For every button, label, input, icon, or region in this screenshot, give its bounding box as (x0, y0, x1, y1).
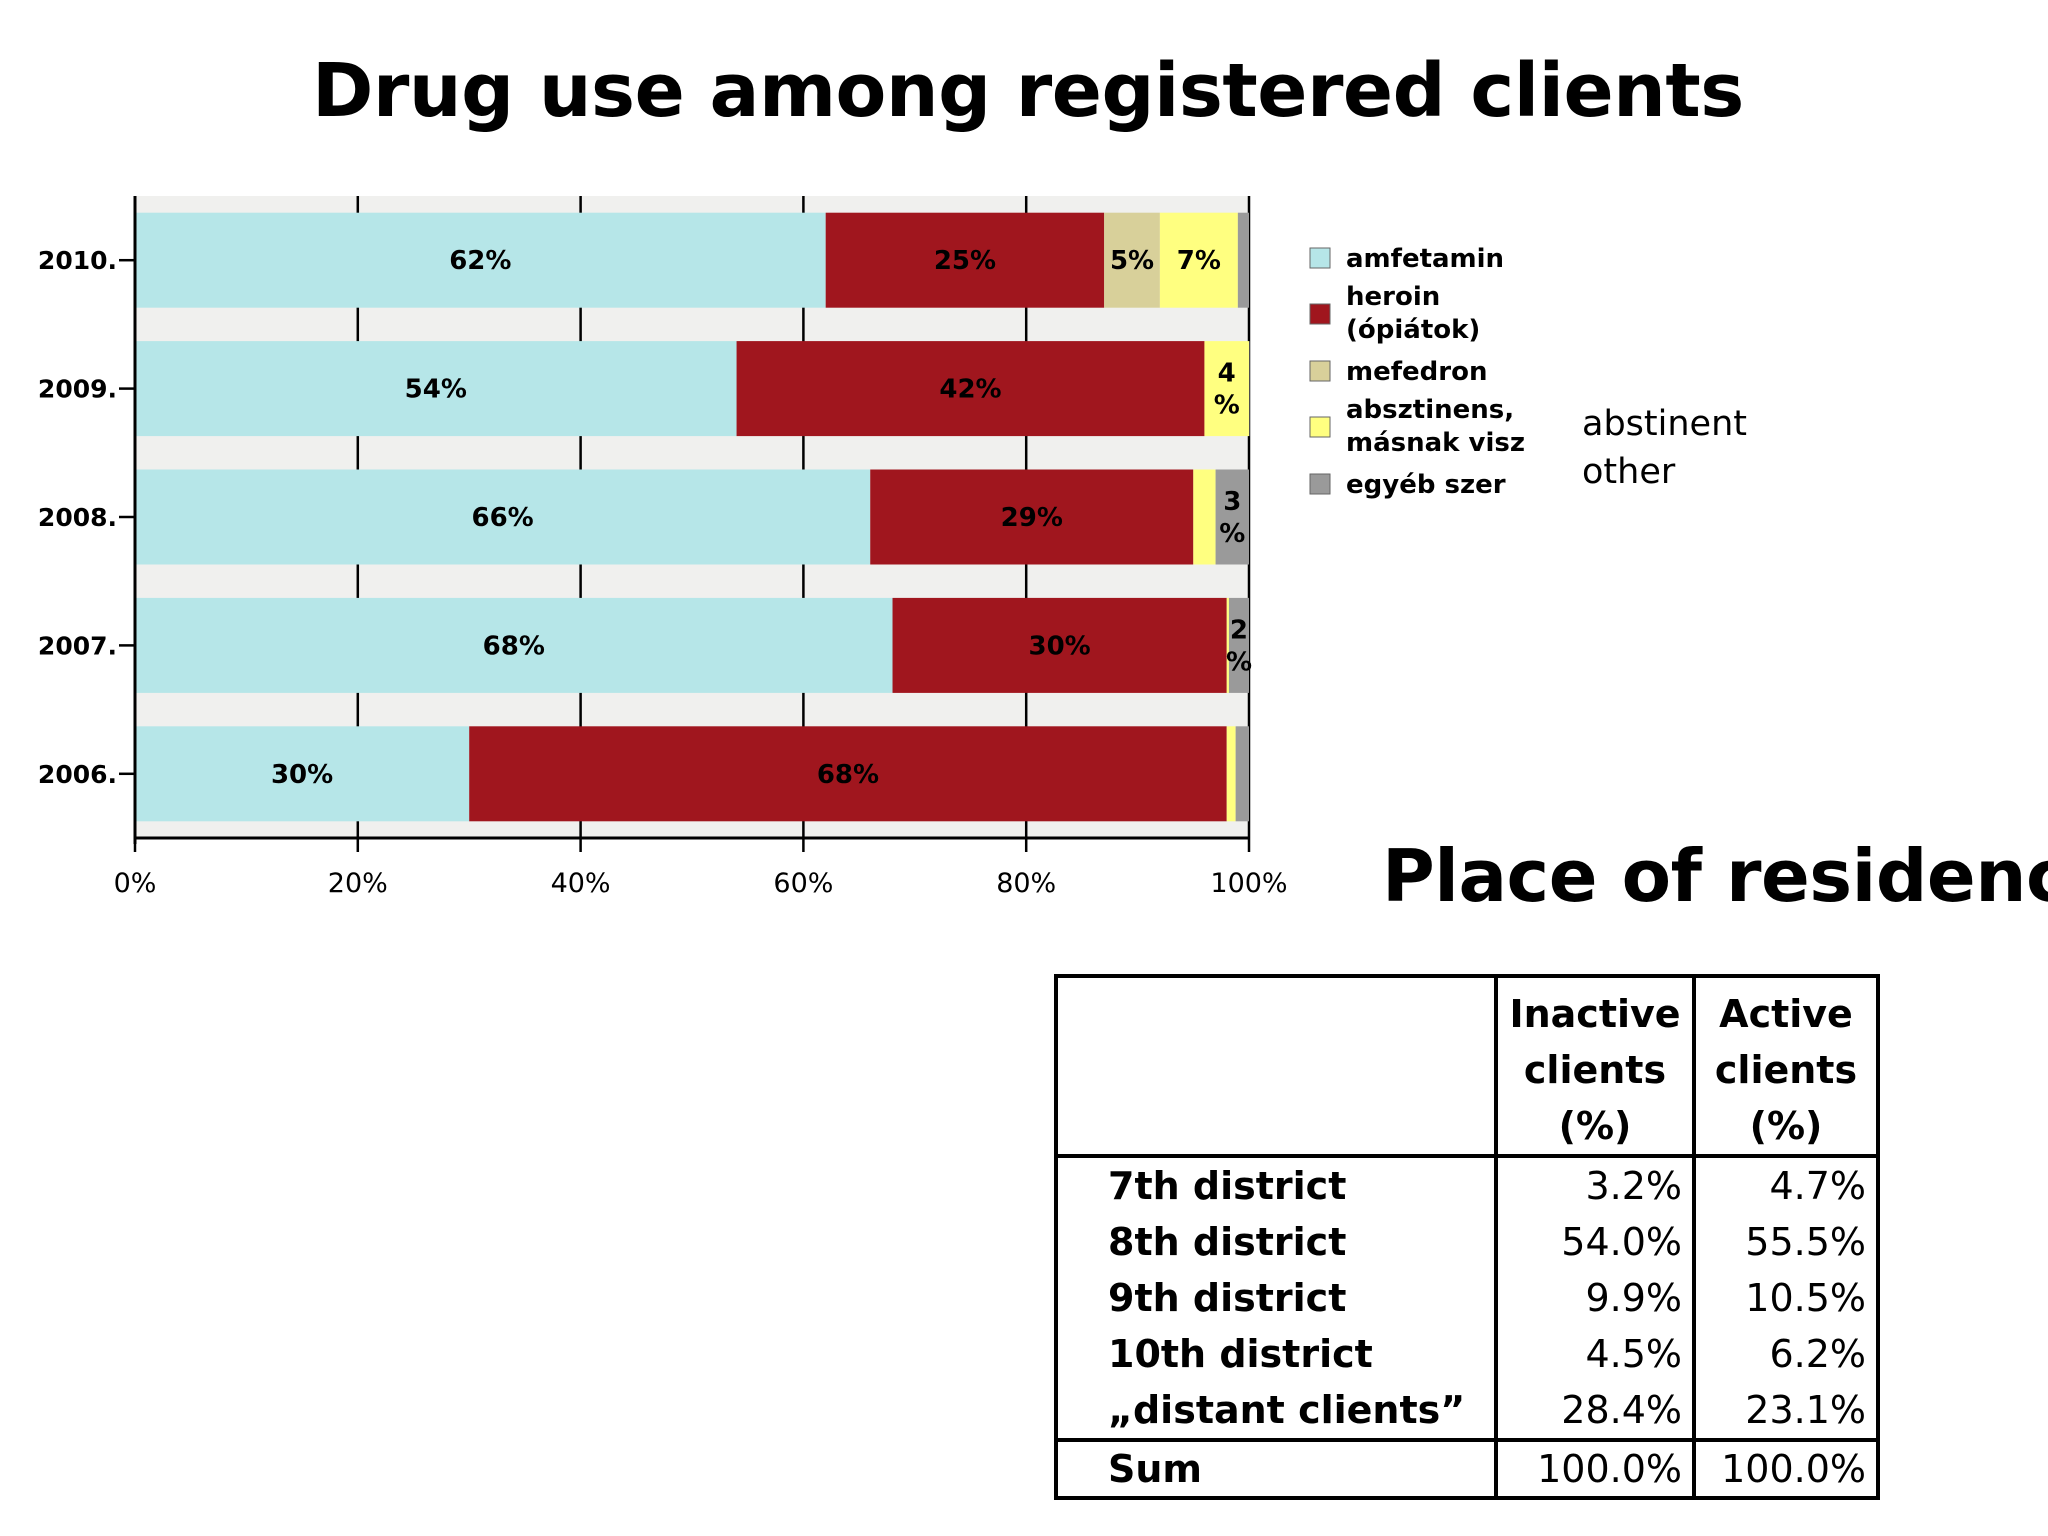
data-label: 2 (1230, 615, 1248, 645)
bar-segment (1226, 726, 1236, 822)
legend-label: egyéb szer (1346, 470, 1506, 500)
row-inactive: 54.0% (1496, 1214, 1696, 1270)
sum-active: 100.0% (1694, 1438, 1878, 1498)
note-abstinent: abstinent (1582, 404, 1747, 444)
legend-swatch (1309, 473, 1331, 495)
x-tick-label: 100% (1210, 868, 1287, 899)
bar-segment (1159, 212, 1238, 308)
bar-segment (1249, 341, 1250, 437)
legend-label: mefedron (1346, 357, 1487, 387)
data-label: 4 (1218, 359, 1236, 389)
x-tick-label: 40% (551, 868, 611, 899)
bar-segment (825, 212, 1105, 308)
bar-segment (1235, 726, 1249, 822)
row-active: 4.7% (1769, 1164, 1866, 1208)
bar-segment (1228, 597, 1249, 693)
row-active: 6.2% (1769, 1332, 1866, 1376)
data-label: 54% (405, 375, 467, 405)
bar-segment (1237, 212, 1249, 308)
bar-segment (135, 341, 737, 437)
sum-label: Sum (1056, 1438, 1498, 1498)
bar-segment (1204, 341, 1249, 437)
residency-header-inactive: Inactive clients (%) (1496, 976, 1696, 1158)
data-label: 25% (934, 246, 996, 276)
data-label: 3 (1223, 487, 1241, 517)
note-other: other (1582, 452, 1676, 492)
data-label: 29% (1001, 503, 1063, 533)
row-inactive: 9.9% (1496, 1270, 1696, 1326)
data-label: % (1226, 647, 1252, 677)
row-label: „distant clients” (1056, 1382, 1498, 1440)
bar-segment (1226, 597, 1229, 693)
row-label: 7th district (1056, 1156, 1498, 1214)
table-row: 8th district 54.0% 55.5% (1056, 1214, 1878, 1270)
bar-segment (892, 597, 1227, 693)
data-label: 68% (483, 631, 545, 661)
bar-segment (1193, 469, 1216, 565)
y-tick-label: 2008. (38, 503, 117, 532)
x-tick-label: 0% (114, 868, 157, 899)
bar-segment (135, 469, 871, 565)
x-tick-label: 60% (773, 868, 833, 899)
residency-header-active: Active clients (%) (1694, 976, 1878, 1158)
table-row: 7th district 3.2% 4.7% (1056, 1156, 1878, 1214)
sum-row: Sum 100.0% 100.0% (1056, 1438, 1878, 1498)
bar-segment (135, 597, 893, 693)
legend-label: (ópiátok) (1346, 315, 1480, 345)
data-label: % (1219, 519, 1245, 549)
table-row: 9th district 9.9% 10.5% (1056, 1270, 1878, 1326)
table-row: „distant clients” 28.4% 23.1% (1056, 1382, 1878, 1440)
row-label: 8th district (1056, 1214, 1498, 1270)
data-label: 42% (939, 375, 1001, 405)
y-tick-label: 2007. (38, 631, 117, 660)
row-label: 9th district (1056, 1270, 1498, 1326)
bar-segment (736, 341, 1205, 437)
data-label: % (1214, 391, 1240, 421)
data-label: 30% (1029, 631, 1091, 661)
legend-label: amfetamin (1346, 244, 1504, 274)
table-row: 10th district 4.5% 6.2% (1056, 1326, 1878, 1382)
bar-segment (1215, 469, 1249, 565)
residency-title: Place of residency (1382, 834, 2048, 918)
legend-swatch (1309, 360, 1331, 382)
legend-swatch (1309, 247, 1331, 269)
y-tick-label: 2009. (38, 375, 117, 404)
sum-inactive: 100.0% (1496, 1438, 1696, 1498)
chart-title: Drug use among registered clients (312, 48, 1744, 134)
residency-header-row: Inactive clients (%) Active clients (%) (1056, 976, 1878, 1158)
data-label: 30% (271, 760, 333, 790)
row-label: 10th district (1056, 1326, 1498, 1382)
bar-segment (1104, 212, 1160, 308)
row-inactive: 3.2% (1496, 1156, 1696, 1214)
data-label: 5% (1110, 246, 1154, 276)
row-active: 23.1% (1745, 1388, 1866, 1432)
data-label: 62% (449, 246, 511, 276)
legend-label: másnak visz (1346, 428, 1525, 458)
bar-segment (135, 212, 826, 308)
x-tick-label: 80% (996, 868, 1056, 899)
bar-segment (469, 726, 1227, 822)
residency-header-empty (1056, 976, 1498, 1158)
residency-table: Inactive clients (%) Active clients (%) … (1054, 974, 1880, 1500)
x-tick-label: 20% (328, 868, 388, 899)
data-label: 66% (472, 503, 534, 533)
legend-swatch (1309, 303, 1331, 325)
legend-label: absztinens, (1346, 395, 1514, 425)
row-active: 55.5% (1745, 1220, 1866, 1264)
y-tick-label: 2010. (38, 246, 117, 275)
data-label: 68% (817, 760, 879, 790)
bar-segment (870, 469, 1194, 565)
data-label: 7% (1177, 246, 1221, 276)
y-tick-label: 2006. (38, 760, 117, 789)
row-inactive: 28.4% (1496, 1382, 1696, 1440)
stacked-bar-chart: 62% 25% 5% 7% 2010. 54% 42% 4% 2009. 66% 29% 3% 2008… (38, 196, 1525, 899)
legend-label: heroin (1346, 282, 1440, 312)
row-active: 10.5% (1745, 1276, 1866, 1320)
row-inactive: 4.5% (1496, 1326, 1696, 1382)
legend-swatch (1309, 416, 1331, 438)
bar-segment (135, 726, 470, 822)
